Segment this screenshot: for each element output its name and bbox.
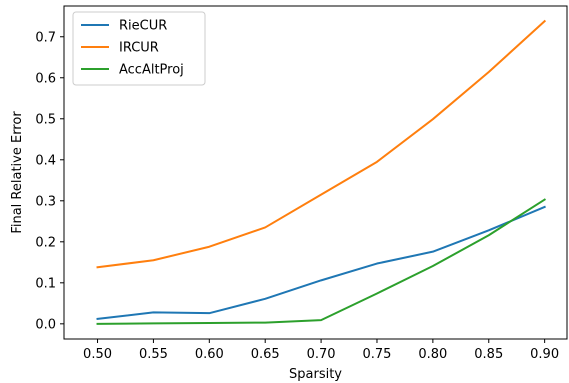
x-tick-label: 0.60 bbox=[195, 347, 224, 362]
series-layer bbox=[96, 19, 547, 325]
y-tick-label: 0.6 bbox=[35, 71, 56, 86]
y-tick-label: 0.2 bbox=[35, 235, 56, 250]
x-tick-label: 0.50 bbox=[83, 347, 112, 362]
y-tick-label: 0.3 bbox=[35, 194, 56, 209]
x-axis: 0.50 0.55 0.60 0.65 0.70 0.75 0.80 0.85 0.90 bbox=[83, 339, 559, 362]
x-axis-label: Sparsity bbox=[289, 367, 342, 382]
plot-frame bbox=[63, 5, 568, 340]
y-axis-label: Final Relative Error bbox=[10, 111, 25, 234]
x-tick-label: 0.85 bbox=[474, 347, 503, 362]
y-tick-label: 0.7 bbox=[35, 30, 56, 45]
series-line-riecur bbox=[96, 205, 546, 321]
series-line-accaltproj bbox=[96, 198, 547, 325]
series-line-ircur bbox=[96, 19, 547, 269]
legend-box bbox=[72, 11, 206, 86]
legend-label: AccAltProj bbox=[119, 63, 184, 78]
y-tick-label: 0.1 bbox=[35, 276, 56, 291]
y-tick-label: 0.5 bbox=[35, 112, 56, 127]
x-tick-label: 0.55 bbox=[139, 347, 168, 362]
x-tick-label: 0.70 bbox=[307, 347, 336, 362]
legend: RieCUR IRCUR AccAltProj bbox=[72, 11, 206, 86]
legend-label: IRCUR bbox=[119, 41, 159, 56]
x-tick-label: 0.80 bbox=[418, 347, 447, 362]
y-axis: 0.0 0.1 0.2 0.3 0.4 0.5 0.6 0.7 bbox=[35, 30, 64, 332]
x-tick-label: 0.75 bbox=[363, 347, 392, 362]
x-tick-label: 0.90 bbox=[530, 347, 559, 362]
y-tick-label: 0.4 bbox=[35, 153, 56, 168]
y-tick-label: 0.0 bbox=[35, 317, 56, 332]
x-tick-label: 0.65 bbox=[251, 347, 280, 362]
legend-label: RieCUR bbox=[119, 19, 167, 34]
